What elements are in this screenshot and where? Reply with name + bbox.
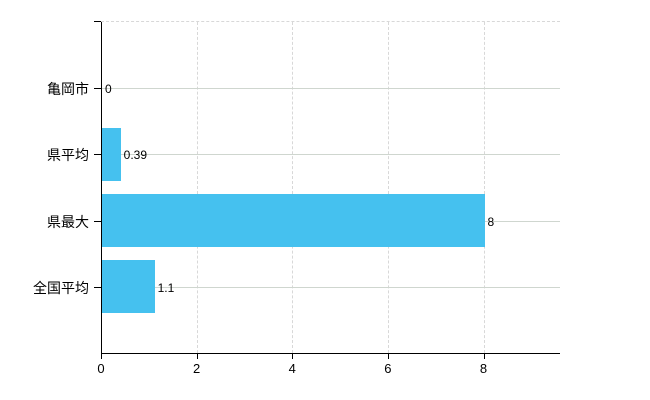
bar (102, 260, 155, 314)
category-label: 県最大 (47, 213, 89, 230)
bar-value-label: 0.39 (123, 148, 147, 163)
bar-value-label: 8 (487, 214, 495, 229)
category-label: 県平均 (47, 147, 89, 164)
category-tick (94, 154, 101, 156)
category-label: 全国平均 (33, 279, 89, 296)
x-tick-label: 0 (97, 361, 105, 376)
x-tick-label: 4 (288, 361, 296, 376)
h-gridline (101, 154, 560, 156)
v-gridline (483, 22, 485, 353)
x-tick-label: 6 (384, 361, 392, 376)
x-tick (387, 353, 389, 359)
plot-top-border (101, 21, 560, 22)
v-gridline (196, 22, 198, 353)
category-tick (94, 88, 101, 90)
bar-value-label: 0 (105, 82, 112, 97)
bar (102, 194, 485, 248)
plot-area: 0 2 4 6 8 亀岡市 0 県平均 0.39 県最大 8 全国平均 1.1 (33, 21, 560, 375)
x-tick (101, 353, 102, 359)
category-tick (94, 220, 101, 222)
x-tick (196, 353, 198, 359)
x-tick-label: 8 (479, 361, 488, 376)
x-tick-label: 2 (193, 361, 201, 376)
y-axis-top-tick (94, 21, 101, 22)
v-gridline (387, 22, 389, 353)
x-tick (483, 353, 485, 359)
h-gridline (101, 88, 560, 90)
bar (102, 127, 121, 181)
v-gridline (292, 22, 294, 353)
category-tick (94, 286, 101, 288)
h-gridline (101, 286, 560, 288)
category-label: 亀岡市 (47, 81, 89, 98)
x-axis-line (101, 353, 560, 354)
y-axis-line (101, 22, 102, 353)
bar-value-label: 1.1 (157, 280, 175, 295)
x-tick (292, 353, 294, 359)
